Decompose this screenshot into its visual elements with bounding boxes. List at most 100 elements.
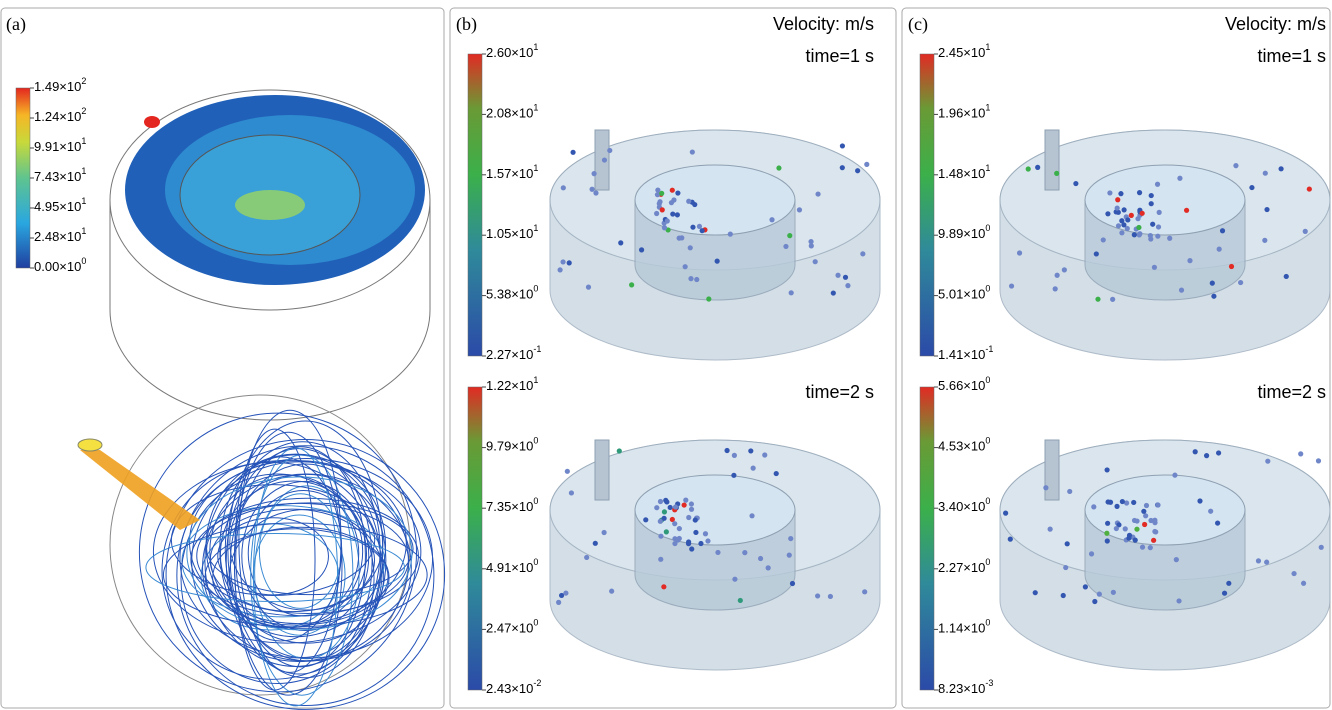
- particle: [742, 550, 747, 555]
- particle: [728, 232, 733, 237]
- particle: [1155, 182, 1160, 187]
- colorbar-label: 7.35×100: [486, 497, 538, 515]
- particle: [1101, 237, 1106, 242]
- particle: [662, 509, 667, 514]
- particle: [1141, 509, 1146, 514]
- particle: [669, 200, 674, 205]
- colorbar-mantissa: 1.48×10: [938, 166, 985, 181]
- particle: [738, 598, 743, 603]
- particle: [1307, 186, 1312, 191]
- particle: [1143, 513, 1148, 518]
- particle: [1167, 236, 1172, 241]
- particle: [860, 251, 865, 256]
- particle: [1009, 283, 1014, 288]
- particle: [840, 165, 845, 170]
- colorbar-label: 1.05×101: [486, 224, 538, 242]
- colorbar: [468, 387, 482, 690]
- colorbar-exponent: 0: [985, 436, 990, 446]
- particle: [593, 190, 598, 195]
- inlet-pipe: [1045, 440, 1059, 500]
- particle: [689, 507, 694, 512]
- particle: [1008, 537, 1013, 542]
- particle: [1134, 518, 1139, 523]
- particle: [1174, 557, 1179, 562]
- particle: [675, 190, 680, 195]
- particle: [697, 224, 702, 229]
- colorbar-mantissa: 0.00×10: [34, 259, 81, 274]
- particle: [1177, 176, 1182, 181]
- colorbar-exponent: 1: [81, 226, 86, 236]
- tank-inner-top: [1085, 165, 1245, 235]
- particle: [1187, 258, 1192, 263]
- particle: [1129, 213, 1134, 218]
- particle: [1238, 280, 1243, 285]
- particle: [1249, 185, 1254, 190]
- particle: [1193, 449, 1198, 454]
- particle: [1316, 458, 1321, 463]
- particle: [1123, 526, 1128, 531]
- particle: [567, 260, 572, 265]
- panel-label: (b): [456, 14, 477, 35]
- particle: [658, 557, 663, 562]
- particle: [682, 502, 687, 507]
- particle: [1114, 504, 1119, 509]
- inlet: [78, 439, 102, 451]
- particle: [1105, 211, 1110, 216]
- particle: [658, 534, 663, 539]
- inlet-pipe: [1045, 130, 1059, 190]
- figure: (a)1.49×1021.24×1029.91×1017.43×1014.95×…: [0, 0, 1332, 710]
- particle: [570, 150, 575, 155]
- colorbar-label: 2.47×100: [486, 618, 538, 636]
- particle: [787, 553, 792, 558]
- particle: [664, 499, 669, 504]
- particle: [673, 504, 678, 509]
- particle: [1120, 499, 1125, 504]
- colorbar-mantissa: 5.01×10: [938, 287, 985, 302]
- particle: [790, 581, 795, 586]
- colorbar-mantissa: 2.48×10: [34, 229, 81, 244]
- particle: [694, 277, 699, 282]
- colorbar-label: 1.49×102: [34, 76, 86, 94]
- particle: [1104, 531, 1109, 536]
- particle: [1298, 451, 1303, 456]
- colorbar-label: 9.89×100: [938, 224, 990, 242]
- particle: [686, 515, 691, 520]
- particle: [1263, 171, 1268, 176]
- colorbar-mantissa: 4.53×10: [938, 439, 985, 454]
- particle: [715, 259, 720, 264]
- particle: [1256, 558, 1261, 563]
- particle: [672, 541, 677, 546]
- particle: [748, 448, 753, 453]
- colorbar-label: 8.23×10-3: [938, 678, 993, 696]
- colorbar-mantissa: 3.40×10: [938, 500, 985, 515]
- particle: [703, 531, 708, 536]
- particle: [1150, 222, 1155, 227]
- colorbar-exponent: 0: [533, 497, 538, 507]
- colorbar-mantissa: 2.27×10: [938, 560, 985, 575]
- time-label: time=1 s: [805, 46, 874, 66]
- particle: [1119, 230, 1124, 235]
- particle: [1264, 560, 1269, 565]
- particle: [683, 498, 688, 503]
- colorbar-label: 2.08×101: [486, 103, 538, 121]
- colorbar-exponent: -3: [985, 678, 993, 688]
- colorbar-exponent: 1: [533, 224, 538, 234]
- colorbar-exponent: 1: [533, 103, 538, 113]
- panel-label: (c): [908, 14, 928, 35]
- particle: [1144, 503, 1149, 508]
- particle: [1063, 565, 1068, 570]
- particle: [1156, 224, 1161, 229]
- particle: [556, 600, 561, 605]
- particle: [1222, 591, 1227, 596]
- particle: [1104, 467, 1109, 472]
- particle: [1265, 459, 1270, 464]
- particle: [843, 275, 848, 280]
- particle: [732, 577, 737, 582]
- particle: [1065, 541, 1070, 546]
- colorbar-mantissa: 5.38×10: [486, 287, 533, 302]
- particle: [677, 526, 682, 531]
- particle: [813, 259, 818, 264]
- particle: [688, 276, 693, 281]
- colorbar-mantissa: 2.08×10: [486, 106, 533, 121]
- colorbar-label: 2.27×100: [938, 557, 990, 575]
